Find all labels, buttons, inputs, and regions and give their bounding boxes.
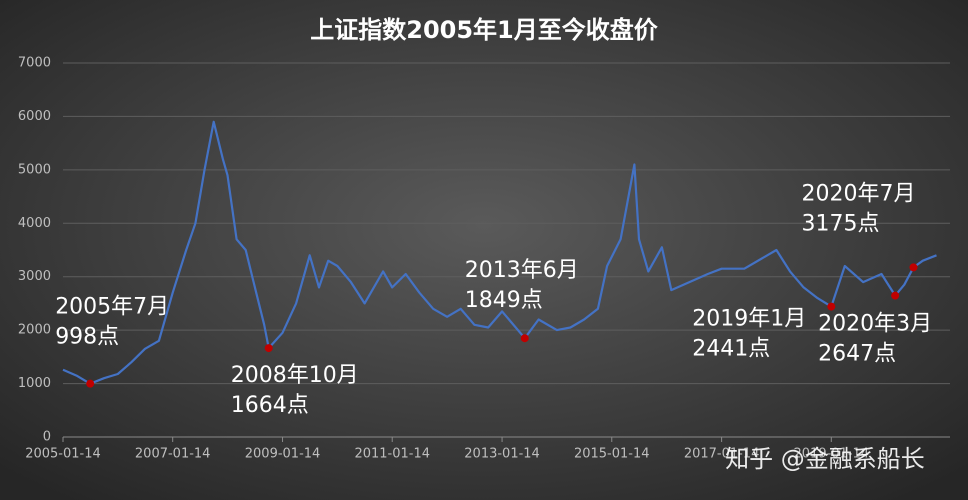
y-tick-label: 0 xyxy=(43,430,51,445)
x-tick-label: 2015-01-14 xyxy=(574,447,650,462)
watermark: 知乎 @金融系船长 xyxy=(725,445,925,473)
y-tick-label: 5000 xyxy=(18,162,51,177)
annotation-label: 2020年7月 xyxy=(801,181,915,206)
x-tick-label: 2007-01-14 xyxy=(135,447,211,462)
price-line xyxy=(62,120,937,385)
annotation-dot xyxy=(891,291,900,300)
annotation-label: 1849点 xyxy=(465,288,543,313)
annotation-label: 2647点 xyxy=(818,342,896,367)
annotation-label: 2441点 xyxy=(692,337,770,362)
annotation-dot xyxy=(827,302,836,311)
annotation-dot xyxy=(86,379,95,388)
annotation-dot xyxy=(264,344,273,353)
annotation-label: 3175点 xyxy=(801,211,879,236)
y-tick-label: 6000 xyxy=(18,109,51,124)
annotation-label: 2019年1月 xyxy=(692,307,806,332)
annotation-label: 1664点 xyxy=(231,393,309,418)
y-tick-label: 2000 xyxy=(18,323,51,338)
x-tick-label: 2013-01-14 xyxy=(464,447,540,462)
x-tick-label: 2009-01-14 xyxy=(245,447,321,462)
y-tick-label: 7000 xyxy=(18,56,51,71)
annotation-label: 2020年3月 xyxy=(818,312,932,337)
annotation-label: 2008年10月 xyxy=(231,363,359,388)
y-tick-label: 4000 xyxy=(18,216,51,231)
x-tick-label: 2017-01-14 xyxy=(684,447,760,462)
y-tick-label: 3000 xyxy=(18,269,51,284)
annotation-label: 2013年6月 xyxy=(465,258,579,283)
annotation-label: 998点 xyxy=(55,325,119,350)
annotation-dot xyxy=(909,263,918,272)
x-tick-label: 2019-01-14 xyxy=(794,447,870,462)
x-tick-label: 2005-01-14 xyxy=(25,447,101,462)
annotation-label: 2005年7月 xyxy=(55,295,169,320)
y-tick-label: 1000 xyxy=(18,376,51,391)
chart-title: 上证指数2005年1月至今收盘价 xyxy=(310,16,658,44)
annotation-dot xyxy=(520,334,529,343)
x-tick-label: 2011-01-14 xyxy=(354,447,430,462)
